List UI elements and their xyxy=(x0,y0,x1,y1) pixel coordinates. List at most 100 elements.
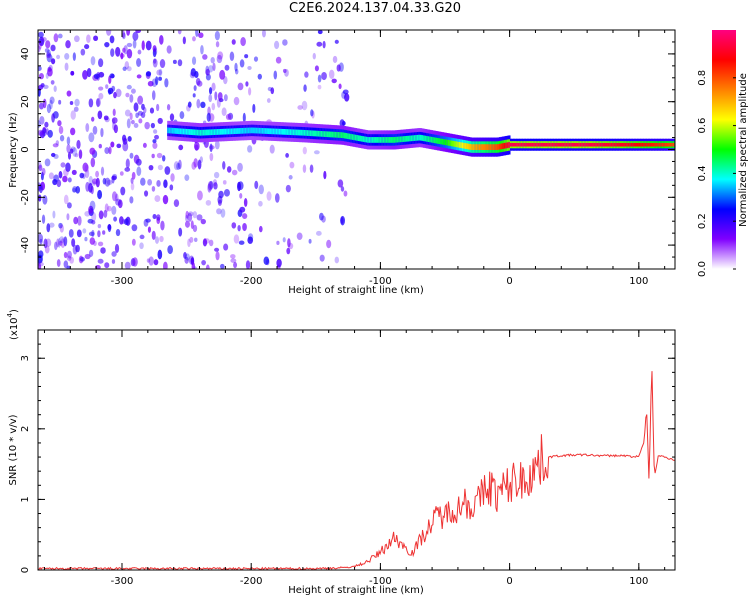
spectrogram-noise-cell xyxy=(105,84,109,89)
spectrogram-ridge-cell xyxy=(658,142,661,147)
spectrogram-ridge-cell xyxy=(199,129,202,136)
spectrogram-noise-cell xyxy=(65,162,71,172)
spectrogram-noise-cell xyxy=(42,194,48,205)
spectrogram-noise-cell xyxy=(55,140,60,146)
spectrogram-ridge-cell xyxy=(195,129,198,136)
spectrogram-ridge-cell xyxy=(528,142,531,147)
spectrogram-noise-cell xyxy=(69,148,74,154)
spectrogram-noise-cell xyxy=(258,225,263,233)
spectrogram-noise-cell xyxy=(247,233,254,241)
spectrogram-noise-cell xyxy=(248,87,252,96)
spectrogram-noise-cell xyxy=(53,33,59,43)
spectrogram-ridge-cell xyxy=(632,142,635,147)
spectrogram-ridge-cell xyxy=(454,141,457,147)
spectrogram-noise-cell xyxy=(47,129,53,138)
spectrogram-noise-cell xyxy=(124,109,131,117)
spectrogram-noise-cell xyxy=(276,258,282,268)
x-tick-label: -300 xyxy=(111,276,134,287)
x-tick-label: 100 xyxy=(629,576,648,587)
spectrogram-noise-cell xyxy=(76,229,82,238)
spectrogram-noise-cell xyxy=(224,64,230,71)
spectrogram-noise-cell xyxy=(63,194,69,205)
spectrogram-ridge-cell xyxy=(523,142,527,147)
spectrogram-noise-cell xyxy=(157,164,163,171)
x-tick-label: 0 xyxy=(506,276,512,287)
spectrogram-ridge-cell xyxy=(663,142,666,147)
spectrogram-ridge-cell xyxy=(302,129,305,136)
spectrogram-noise-cell xyxy=(95,177,100,188)
spectrogram-noise-cell xyxy=(38,73,44,80)
spectrogram-noise-cell xyxy=(144,121,150,130)
spectrogram-noise-cell xyxy=(284,69,289,77)
spectrogram-noise-cell xyxy=(340,186,345,192)
spectrogram-ridge-cell xyxy=(236,128,240,134)
spectrogram-ridge-cell xyxy=(452,140,455,147)
spectrogram-noise-cell xyxy=(91,116,95,122)
spectrogram-ridge-cell xyxy=(395,136,398,143)
spectrogram-ridge-cell xyxy=(247,127,251,134)
spectrogram-ridge-cell xyxy=(471,144,474,150)
spectrogram-ridge-cell xyxy=(337,132,340,138)
spectrogram-noise-cell xyxy=(70,127,76,136)
spectrogram-noise-cell xyxy=(313,150,320,155)
spectrogram-noise-cell xyxy=(152,214,157,220)
spectrogram-ridge-cell xyxy=(592,142,595,147)
spectrogram-noise-cell xyxy=(49,99,53,110)
spectrogram-noise-cell xyxy=(130,119,135,125)
spectrogram-noise-cell xyxy=(63,236,68,247)
spectrogram-noise-cell xyxy=(98,92,104,100)
spectrogram-noise-cell xyxy=(205,199,212,206)
spectrogram-noise-cell xyxy=(74,153,79,158)
spectrogram-noise-cell xyxy=(64,62,69,71)
spectrogram-ridge-cell xyxy=(359,135,362,142)
spectrogram-ridge-cell xyxy=(429,136,432,143)
spectrogram-ridge-cell xyxy=(664,142,668,147)
spectrogram-noise-cell xyxy=(131,224,138,232)
spectrogram-ridge-cell xyxy=(509,142,513,147)
spectrogram-noise-cell xyxy=(217,199,222,206)
spectrogram-noise-cell xyxy=(92,125,98,135)
spectrogram-noise-cell xyxy=(72,186,78,193)
spectrogram-ridge-cell xyxy=(336,131,339,138)
spectrogram-noise-cell xyxy=(156,103,160,112)
spectrogram-noise-cell xyxy=(152,45,157,52)
spectrogram-ridge-cell xyxy=(503,142,506,149)
spectrogram-ridge-cell xyxy=(458,141,461,148)
spectrogram-ridge-cell xyxy=(602,142,606,147)
spectrogram-noise-cell xyxy=(65,40,71,49)
spectrogram-noise-cell xyxy=(44,121,49,128)
spectrogram-noise-cell xyxy=(214,171,220,179)
spectrogram-ridge-cell xyxy=(585,142,589,147)
spectrogram-ridge-cell xyxy=(261,128,264,134)
spectrogram-ridge-cell xyxy=(320,131,323,137)
spectrogram-noise-cell xyxy=(282,39,288,46)
spectrogram-noise-cell xyxy=(237,82,244,91)
spectrogram-noise-cell xyxy=(184,220,190,228)
spectrogram-noise-cell xyxy=(322,40,326,49)
spectrogram-noise-cell xyxy=(159,235,164,243)
spectrogram-noise-cell xyxy=(245,260,251,269)
spectrogram-noise-cell xyxy=(194,71,199,78)
spectrogram-ridge-cell xyxy=(368,137,371,143)
spectrogram-noise-cell xyxy=(62,175,68,183)
spectrogram-noise-cell xyxy=(46,52,51,59)
spectrogram-ridge-cell xyxy=(668,142,671,147)
spectrogram-ridge-cell xyxy=(612,142,615,147)
spectrogram-noise-cell xyxy=(148,164,154,171)
spectrogram-noise-cell xyxy=(121,30,126,39)
spectrogram-ridge-cell xyxy=(393,137,396,143)
spectrogram-ridge-cell xyxy=(557,142,561,147)
spectrogram-noise-cell xyxy=(139,234,145,240)
spectrogram-noise-cell xyxy=(114,243,120,253)
spectrogram-ridge-cell xyxy=(306,130,309,136)
spectrogram-noise-cell xyxy=(131,171,136,180)
spectrogram-noise-cell xyxy=(135,30,141,34)
spectrogram-noise-cell xyxy=(166,104,171,111)
spectrogram-noise-cell xyxy=(50,80,55,85)
spectrogram-noise-cell xyxy=(84,169,90,178)
spectrogram-noise-cell xyxy=(129,112,133,121)
spectrogram-ridge-cell xyxy=(531,142,534,147)
spectrogram-noise-cell xyxy=(315,230,322,236)
spectrogram-noise-cell xyxy=(303,84,307,92)
spectrogram-ridge-cell xyxy=(436,137,440,144)
